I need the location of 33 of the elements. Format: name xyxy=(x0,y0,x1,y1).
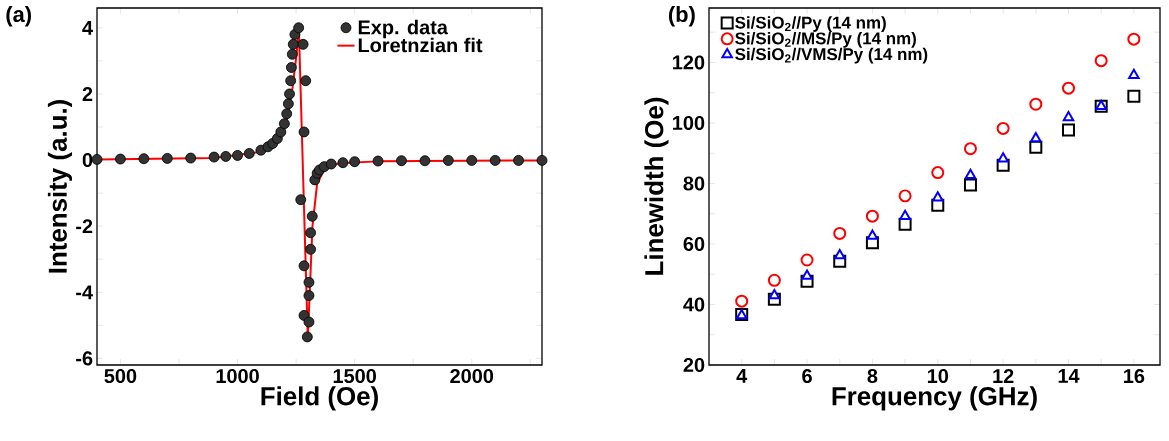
y-tick-label: 0 xyxy=(82,153,93,168)
x-tick-label: 500 xyxy=(104,368,137,384)
y-tick-label: 40 xyxy=(683,297,705,312)
x-tick-label: 6 xyxy=(802,368,812,384)
legend-label: Loretnzian fit xyxy=(358,37,483,53)
x-tick-label: 2000 xyxy=(450,368,494,384)
y-axis-title: Intensity (a.u.) xyxy=(47,100,73,273)
legend-label: Si/SiO$_{2}$//Py (14 nm) xyxy=(735,16,886,32)
y-tick-label: 4 xyxy=(82,20,93,35)
x-tick-label: 8 xyxy=(867,368,878,384)
x-tick-label: 16 xyxy=(1124,368,1145,384)
legend-label: Si/SiO$_{2}$//VMS/Py (14 nm) xyxy=(735,47,928,64)
y-tick-label: -6 xyxy=(76,351,93,366)
x-axis-title: Field (Oe) xyxy=(261,386,378,411)
y-tick-label: 100 xyxy=(673,115,705,131)
x-tick-label: 1000 xyxy=(216,368,259,384)
x-tick-label: 4 xyxy=(736,368,748,383)
x-tick-label: 12 xyxy=(993,368,1014,383)
x-tick-label: 1500 xyxy=(333,368,376,384)
y-tick-label: -2 xyxy=(76,219,93,234)
y-axis-title: Linewidth (Oe) xyxy=(644,97,669,275)
x-axis-title: Frequency (GHz) xyxy=(832,386,1037,411)
chart-title: (b) xyxy=(668,5,695,27)
x-tick-label: 14 xyxy=(1058,368,1080,383)
y-tick-label: 20 xyxy=(683,357,705,373)
legend-label: Si/SiO$_{2}$//MS/Py (14 nm) xyxy=(735,31,916,48)
y-tick-label: -4 xyxy=(76,285,93,300)
x-tick-label: 10 xyxy=(927,368,949,384)
y-tick-label: 2 xyxy=(82,86,93,101)
y-tick-label: 60 xyxy=(683,236,705,252)
y-tick-label: 120 xyxy=(673,55,705,70)
chart-title: (a) xyxy=(6,5,31,27)
y-tick-label: 80 xyxy=(683,176,705,191)
